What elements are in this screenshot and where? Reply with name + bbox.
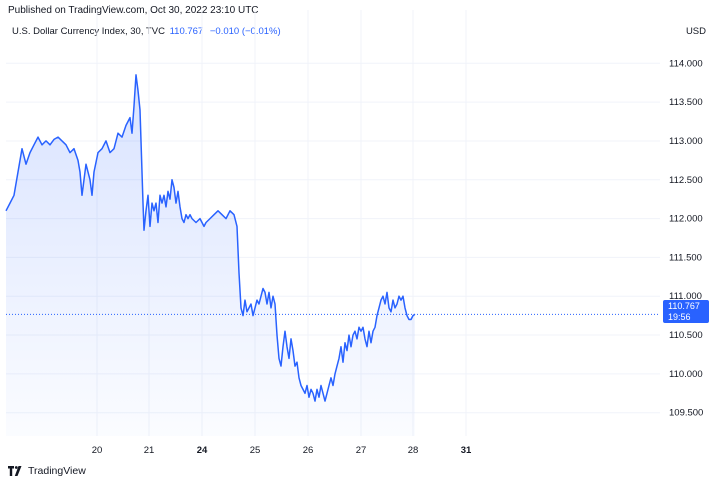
x-tick-label: 25 [250,445,261,456]
footer-brand[interactable]: TradingView [28,465,86,477]
x-tick-label: 24 [197,445,208,456]
y-axis: 114.000 113.500 113.000 112.500 112.000 111.5… [669,58,703,418]
y-tick-label: 109.500 [669,408,703,419]
series-line [5,74,416,402]
x-tick-label: 31 [461,445,472,456]
x-tick-label: 21 [144,445,155,456]
last-price: 110.767 [169,26,204,37]
x-tick-label: 26 [303,445,314,456]
price-change: −0.010 (−0.01%) [209,26,281,37]
tag-price: 110.767 [668,301,700,311]
series-group [5,74,660,437]
x-axis: 20 21 24 25 26 27 28 31 [92,445,472,456]
y-tick-label: 111.000 [669,291,702,302]
chart-legend: U.S. Dollar Currency Index, 30, TVC 110.… [12,26,281,37]
x-tick-label: 20 [92,445,103,456]
y-tick-label: 113.000 [669,136,703,147]
tag-countdown: 19:56 [668,312,691,322]
y-tick-label: 112.000 [669,214,703,225]
x-tick-label: 27 [356,445,367,456]
series-area [6,74,415,437]
y-tick-label: 111.500 [669,252,702,263]
x-tick-label: 28 [408,445,419,456]
footer: TradingView [8,465,86,477]
y-tick-label: 110.000 [669,369,703,380]
y-tick-label: 112.500 [669,175,703,186]
symbol-label: U.S. Dollar Currency Index, 30, TVC [12,26,165,37]
last-price-tag: 110.767 19:56 [663,300,709,323]
published-note: Published on TradingView.com, Oct 30, 20… [8,5,259,16]
tradingview-logo-icon [8,466,22,476]
y-tick-label: 110.500 [669,330,703,341]
y-tick-label: 114.000 [669,58,703,69]
y-tick-label: 113.500 [669,97,703,108]
currency-label: USD [685,26,706,37]
